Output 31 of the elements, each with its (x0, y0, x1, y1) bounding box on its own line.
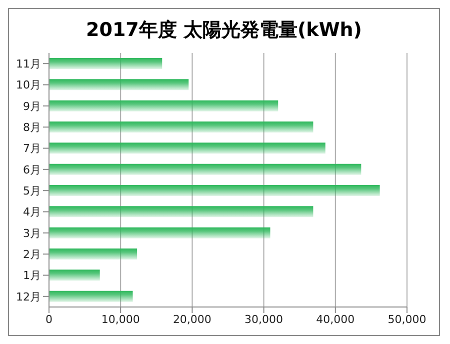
bar (49, 79, 189, 90)
y-tick-label: 12月 (16, 290, 41, 304)
bar (49, 248, 138, 260)
x-tick-label: 40,000 (316, 312, 355, 326)
x-tick-label: 50,000 (388, 312, 426, 326)
bar (49, 270, 100, 281)
y-tick-label: 3月 (23, 226, 41, 240)
bar (49, 185, 380, 196)
bar (49, 122, 314, 132)
bar (49, 164, 362, 175)
bar (49, 206, 314, 218)
y-tick-label: 10月 (16, 78, 41, 92)
chart-title: 2017年度 太陽光発電量(kWh) (85, 18, 363, 43)
y-tick-label: 4月 (23, 206, 41, 219)
y-tick-label: 2月 (23, 248, 41, 261)
x-tick-label: 20,000 (172, 312, 212, 326)
y-tick-label: 8月 (23, 120, 41, 134)
bar (49, 142, 326, 154)
y-tick-label: 11月 (16, 57, 41, 70)
y-tick-label: 7月 (23, 142, 41, 156)
x-tick-label: 10,000 (101, 312, 140, 326)
y-tick-label: 1月 (23, 269, 41, 282)
y-tick-label: 6月 (23, 163, 41, 176)
x-tick-label: 0 (46, 312, 52, 326)
bar (49, 100, 278, 112)
y-tick-label: 9月 (23, 100, 41, 113)
x-tick-label: 30,000 (244, 312, 284, 326)
bar (49, 58, 162, 69)
bar (49, 227, 270, 238)
bar (49, 290, 133, 302)
y-tick-label: 5月 (23, 184, 41, 198)
